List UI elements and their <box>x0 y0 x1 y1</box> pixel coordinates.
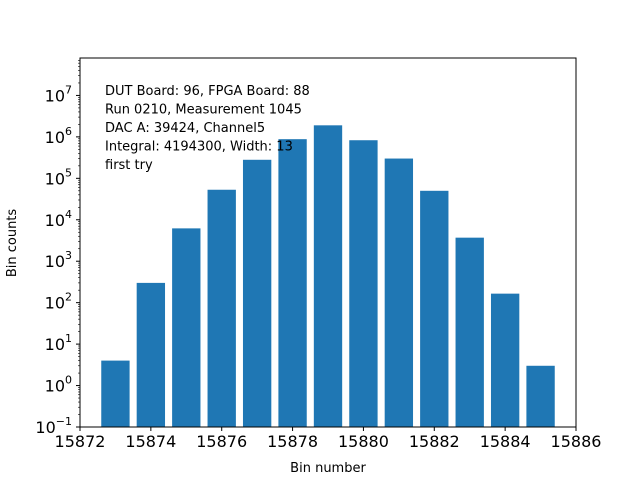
bars-group <box>101 125 555 428</box>
x-tick-label: 15880 <box>338 432 389 451</box>
y-tick-label: 101 <box>45 332 72 354</box>
annotation-line: Integral: 4194300, Width: 13 <box>105 140 293 155</box>
x-tick-label: 15886 <box>551 432 602 451</box>
annotation-line: DUT Board: 96, FPGA Board: 88 <box>105 84 310 99</box>
x-tick-label: 15884 <box>480 432 531 451</box>
bar-15880 <box>349 140 378 427</box>
bar-15881 <box>384 158 414 427</box>
bar-15875 <box>172 228 201 427</box>
y-tick-label: 100 <box>45 374 72 396</box>
bar-15878 <box>278 139 307 427</box>
y-axis-label: Bin counts <box>5 209 20 278</box>
bar-15873 <box>101 360 130 427</box>
y-tick-label: 106 <box>45 125 72 147</box>
bar-15876 <box>207 189 236 427</box>
x-axis-label: Bin number <box>290 461 366 476</box>
bar-15874 <box>136 282 166 427</box>
bar-15879 <box>313 125 343 428</box>
annotation-line: Run 0210, Measurement 1045 <box>105 103 302 118</box>
plot-frame <box>79 57 577 428</box>
x-tick-label: 15872 <box>55 432 106 451</box>
annotation-line: first try <box>105 158 153 173</box>
y-tick-label: 107 <box>45 83 72 105</box>
bar-15883 <box>455 237 484 427</box>
y-tick-label: 103 <box>45 249 72 271</box>
x-axis-ticks: 15872 15874 15876 15878 15880 15882 15884 15886 <box>55 427 602 451</box>
y-tick-label: 105 <box>45 166 72 188</box>
annotation-line: DAC A: 39424, Channel5 <box>105 121 265 136</box>
x-tick-label: 15878 <box>267 432 318 451</box>
bar-15877 <box>242 159 272 428</box>
x-tick-label: 15876 <box>196 432 247 451</box>
bar-15884 <box>490 293 520 427</box>
bar-15885 <box>526 365 555 427</box>
y-tick-label: 104 <box>45 208 72 230</box>
bar-15882 <box>420 190 449 427</box>
x-tick-label: 15874 <box>125 432 176 451</box>
y-tick-label: 102 <box>45 291 72 313</box>
annotation-box: DUT Board: 96, FPGA Board: 88 Run 0210, M… <box>105 84 310 173</box>
x-tick-label: 15882 <box>409 432 460 451</box>
